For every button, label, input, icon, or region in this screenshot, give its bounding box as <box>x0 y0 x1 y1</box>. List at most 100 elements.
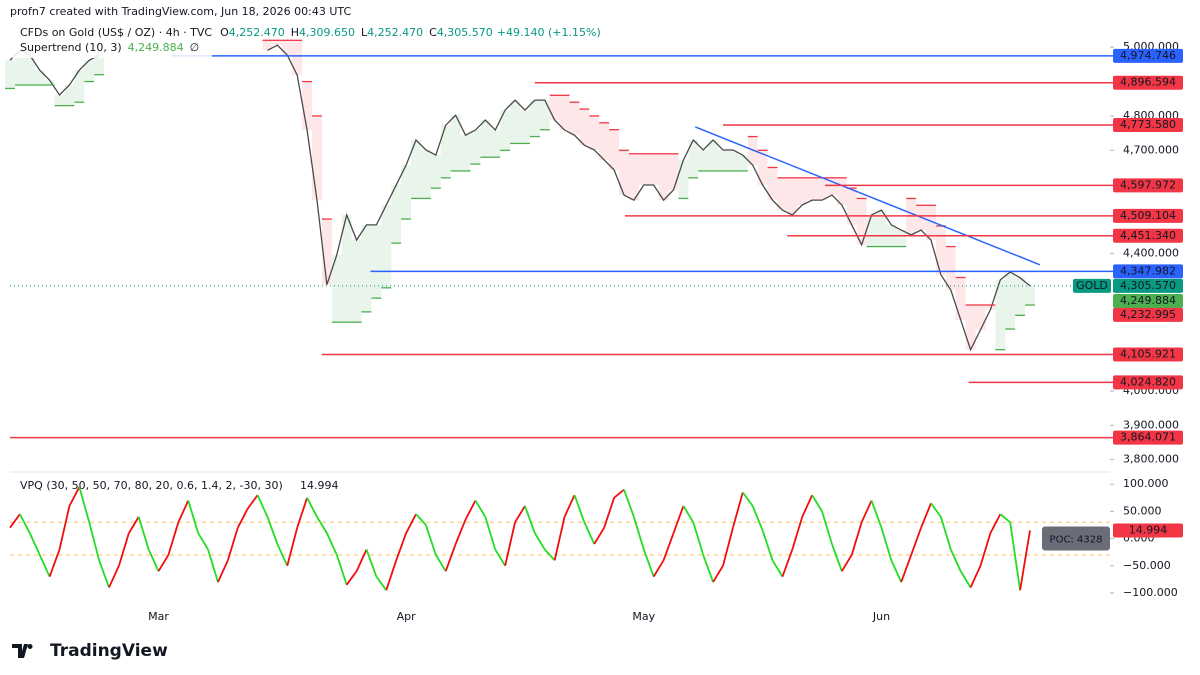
osc-segment <box>246 494 259 510</box>
trend-fill <box>549 95 560 121</box>
osc-segment <box>603 497 615 529</box>
credit: profn7 created with TradingView.com, Jun… <box>10 5 351 18</box>
trend-fill <box>539 100 550 130</box>
level-tag-bg <box>1113 264 1183 279</box>
osc-title: VPQ (30, 50, 50, 70, 80, 20, 0.6, 1.4, 2… <box>20 479 283 492</box>
indicator-legend: Supertrend (10, 3) 4,249.884 ∅ <box>20 41 199 54</box>
osc-segment <box>831 543 843 572</box>
trend-fill <box>321 219 332 285</box>
ohlc-key: H <box>291 26 299 39</box>
y-tick-label: 100.000 <box>1123 477 1169 490</box>
osc-segment <box>58 505 71 550</box>
indicator-icon: ∅ <box>190 41 200 54</box>
osc-segment <box>553 516 566 561</box>
trend-fill <box>54 94 65 106</box>
osc-segment <box>227 527 239 561</box>
osc-segment <box>920 502 932 529</box>
trend-fill <box>510 100 520 144</box>
osc-segment <box>781 549 794 577</box>
brand-logo: TradingView <box>12 641 168 661</box>
trend-fill <box>628 153 639 201</box>
trend-fill <box>84 60 95 82</box>
x-tick-label: Jun <box>872 610 890 623</box>
trend-fill <box>945 246 956 290</box>
y-tick-label: 4,400.000 <box>1123 246 1179 259</box>
trend-fill <box>64 85 75 106</box>
trend-fill <box>401 165 412 220</box>
osc-segment <box>623 489 635 518</box>
trend-fill <box>450 115 461 171</box>
ohlc-key: L <box>361 26 368 39</box>
osc-segment <box>108 565 120 588</box>
osc-segment <box>276 543 289 567</box>
trend-fill <box>718 149 728 171</box>
ohlc-value: 4,252.470 <box>367 26 423 39</box>
trend-fill <box>767 167 778 201</box>
trend-fill <box>807 177 818 201</box>
level-tag-bg <box>1113 48 1183 63</box>
osc-segment <box>474 500 487 518</box>
osc-segment <box>355 549 368 572</box>
level-tag: 4,974.746 <box>1120 49 1176 62</box>
osc-segment <box>385 560 398 591</box>
osc-segment <box>335 554 348 586</box>
osc-segment <box>662 532 675 561</box>
osc-segment <box>771 559 784 578</box>
trend-fill <box>935 225 946 275</box>
trend-fill <box>44 80 55 85</box>
trend-fill <box>24 55 35 85</box>
osc-tag-bg <box>1113 523 1183 538</box>
change: +49.140 (+1.15%) <box>497 26 601 39</box>
trend-fill <box>490 130 501 158</box>
osc-segment <box>949 549 962 572</box>
y-tick-label: 3,900.000 <box>1123 418 1179 431</box>
osc-tag: 14.994 <box>1129 523 1168 536</box>
level-tag: 3,864.071 <box>1120 431 1176 444</box>
price-tag-bg <box>1113 294 1183 309</box>
osc-segment <box>286 527 299 566</box>
osc-segment <box>256 494 269 518</box>
osc-segment <box>504 522 516 566</box>
osc-segment <box>692 522 705 556</box>
osc-segment <box>811 494 823 512</box>
osc-segment <box>326 532 338 556</box>
osc-segment <box>989 513 1002 534</box>
trend-fill <box>727 149 738 171</box>
osc-segment <box>583 521 596 545</box>
ohlc: O4,252.470 H4,309.650 L4,252.470 C4,305.570 <box>220 26 493 39</box>
x-tick-label: Mar <box>148 610 169 623</box>
trend-fill <box>529 100 540 137</box>
osc-segment <box>98 560 110 588</box>
x-tick-label: May <box>632 610 655 623</box>
osc-segment <box>514 505 526 523</box>
price-tag-bg <box>1113 307 1183 322</box>
ohlc-key: C <box>429 26 437 39</box>
osc-segment <box>534 532 546 550</box>
level-tag: 4,347.982 <box>1120 264 1176 277</box>
osc-segment <box>850 522 863 556</box>
osc-segment <box>821 511 833 545</box>
osc-segment <box>940 516 952 550</box>
osc-segment <box>761 530 774 561</box>
osc-segment <box>395 532 407 561</box>
indicator-value: 4,249.884 <box>128 41 184 54</box>
trend-fill <box>480 120 491 158</box>
trend-fill <box>658 153 669 201</box>
level-tag-bg <box>1113 430 1183 445</box>
trend-fill <box>470 130 481 165</box>
osc-segment <box>38 554 51 578</box>
trend-fill <box>430 155 441 189</box>
ohlc-value: 4,305.570 <box>437 26 493 39</box>
osc-segment <box>870 500 883 529</box>
osc-segment <box>48 549 61 577</box>
brand: TradingView <box>50 641 168 661</box>
trend-fill <box>1025 285 1035 306</box>
osc-segment <box>890 559 903 583</box>
osc-segment <box>494 548 506 567</box>
osc-segment <box>959 570 972 588</box>
osc-segment <box>19 513 31 534</box>
trend-fill <box>985 305 996 310</box>
trend-fill <box>648 153 659 186</box>
last-price-tag-bg <box>1113 278 1183 293</box>
